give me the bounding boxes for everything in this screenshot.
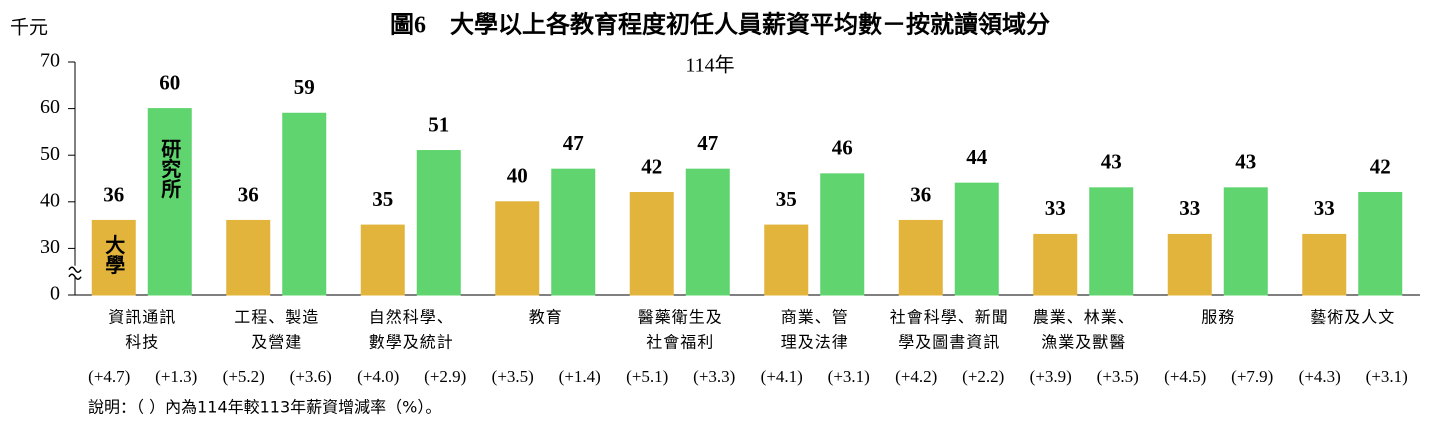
value-label: 36: [910, 182, 931, 206]
change-label: (+4.5): [1164, 367, 1206, 386]
x-tick-label: 科技: [125, 333, 159, 352]
x-tick-label: 及營建: [251, 333, 302, 352]
value-label: 47: [563, 131, 584, 155]
y-tick-label: 60: [40, 96, 60, 118]
x-tick-label: 藝術及人文: [1310, 308, 1395, 327]
change-label: (+4.0): [357, 367, 399, 386]
chart-subtitle: 114年: [685, 54, 734, 77]
series-label: 大學: [102, 234, 126, 274]
y-tick-label: 0: [50, 283, 60, 305]
bar: [764, 224, 809, 296]
value-label: 33: [1045, 196, 1066, 220]
x-tick-label: 商業、管: [781, 308, 849, 327]
y-tick-label: 50: [40, 143, 60, 165]
bar: [898, 219, 943, 296]
bar: [820, 173, 865, 296]
bar: [685, 168, 730, 296]
change-label: (+3.5): [492, 367, 534, 386]
x-tick-label: 工程、製造: [234, 308, 319, 327]
bar: [1167, 233, 1212, 296]
value-label: 46: [832, 136, 853, 160]
y-tick-label: 40: [40, 189, 60, 211]
bar: [91, 219, 136, 296]
note: 說明：（ ）內為114年較113年薪資增減率（%）。: [88, 398, 441, 417]
bar: [282, 112, 327, 296]
value-label: 47: [697, 131, 718, 155]
value-label: 43: [1101, 150, 1122, 174]
y-tick-label: 70: [40, 50, 60, 72]
change-label: (+5.2): [223, 367, 265, 386]
value-label: 35: [776, 187, 797, 211]
value-label: 44: [966, 145, 988, 169]
bar: [495, 201, 540, 296]
change-label: (+1.4): [559, 367, 601, 386]
x-tick-label: 資訊通訊: [108, 308, 176, 327]
value-label: 36: [103, 182, 124, 206]
bar: [954, 182, 999, 296]
value-label: 60: [159, 70, 180, 94]
change-label: (+5.1): [626, 367, 668, 386]
x-tick-label: 服務: [1201, 308, 1235, 327]
bar: [1223, 187, 1268, 296]
x-tick-label: 醫藥衛生及: [638, 308, 723, 327]
axis-break: [68, 273, 82, 280]
bar: [1089, 187, 1134, 296]
change-label: (+3.6): [290, 367, 332, 386]
bar: [360, 224, 405, 296]
value-label: 42: [1370, 154, 1391, 178]
x-tick-label: 教育: [529, 308, 563, 327]
bar: [416, 150, 461, 296]
bar: [551, 168, 596, 296]
x-tick-label: 理及法律: [781, 333, 849, 352]
bar: [147, 108, 192, 296]
x-tick-label: 社會科學、新聞: [890, 308, 1009, 327]
change-label: (+3.1): [828, 367, 870, 386]
y-unit: 千元: [10, 17, 48, 39]
change-label: (+7.9): [1231, 367, 1273, 386]
chart-title: 圖6 大學以上各教育程度初任人員薪資平均數－按就讀領域分: [390, 11, 1050, 39]
change-label: (+3.5): [1097, 367, 1139, 386]
change-label: (+3.3): [693, 367, 735, 386]
bar: [1302, 233, 1347, 296]
value-label: 42: [641, 154, 662, 178]
change-label: (+2.9): [424, 367, 466, 386]
y-tick-label: 30: [40, 236, 60, 258]
bar: [226, 219, 271, 296]
x-tick-label: 數學及統計: [369, 333, 454, 352]
change-label: (+2.2): [962, 367, 1004, 386]
change-label: (+3.1): [1366, 367, 1408, 386]
x-tick-label: 自然科學、: [369, 308, 454, 327]
bar: [1358, 191, 1403, 296]
value-label: 43: [1235, 150, 1256, 174]
axis-break: [68, 266, 82, 273]
change-label: (+4.1): [761, 367, 803, 386]
x-tick-label: 社會福利: [646, 333, 714, 352]
x-tick-label: 漁業及獸醫: [1041, 333, 1126, 352]
value-label: 59: [294, 75, 315, 99]
value-label: 40: [507, 164, 528, 188]
change-label: (+4.3): [1299, 367, 1341, 386]
value-label: 35: [372, 187, 393, 211]
series-label: 研究所: [158, 139, 182, 200]
value-label: 36: [238, 182, 259, 206]
value-label: 33: [1314, 196, 1335, 220]
x-tick-label: 農業、林業、: [1033, 308, 1135, 327]
value-label: 33: [1179, 196, 1200, 220]
change-label: (+4.7): [88, 367, 130, 386]
change-label: (+4.2): [895, 367, 937, 386]
bar: [629, 191, 674, 296]
x-tick-label: 學及圖書資訊: [898, 333, 1000, 352]
change-label: (+3.9): [1030, 367, 1072, 386]
bar: [1033, 233, 1078, 296]
change-label: (+1.3): [155, 367, 197, 386]
value-label: 51: [428, 112, 449, 136]
